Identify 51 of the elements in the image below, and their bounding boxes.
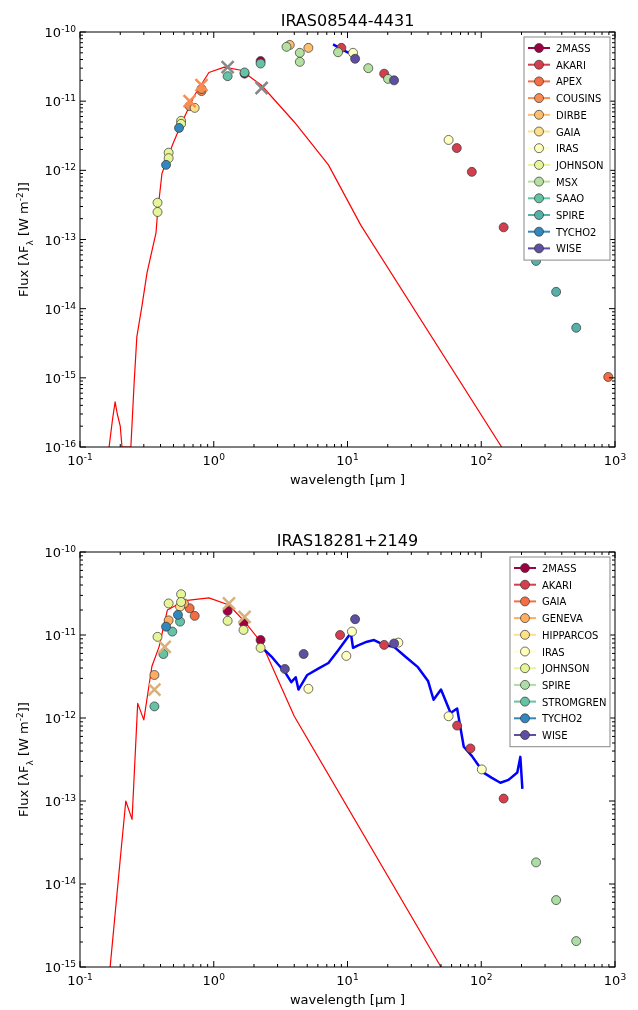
legend-label: AKARI: [542, 579, 572, 591]
legend-label: JOHNSON: [555, 159, 604, 171]
chart-title: IRAS18281+2149: [276, 531, 419, 550]
x-tick-label: 10$^{0}$: [202, 972, 226, 988]
x-tick-label: 10$^{3}$: [603, 452, 627, 468]
y-tick-label: 10$^{-13}$: [44, 793, 77, 809]
y-tick-label: 10$^{-15}$: [44, 369, 76, 386]
legend-label: WISE: [542, 730, 568, 741]
legend-label: IRAS: [556, 143, 579, 155]
y-tick-label: 10$^{-12}$: [44, 710, 76, 726]
legend-label: APEX: [556, 76, 583, 88]
x-tick-label: 10$^{0}$: [202, 452, 226, 468]
x-tick-label: 10$^{2}$: [470, 972, 493, 988]
y-tick-label: 10$^{-14}$: [44, 876, 77, 892]
legend-label: TYCHO2: [541, 713, 583, 725]
legend-label: 2MASS: [556, 43, 591, 54]
chart-title: IRAS08544-4431: [280, 11, 415, 30]
x-tick-label: 10$^{3}$: [603, 972, 627, 988]
legend-label: GAIA: [556, 126, 581, 138]
y-tick-label: 10$^{-10}$: [44, 24, 77, 40]
y-tick-label: 10$^{-15}$: [44, 959, 76, 975]
legend-label: SAAO: [556, 193, 585, 205]
legend-label: STROMGREN: [542, 696, 607, 708]
legend-label: COUSINS: [556, 93, 602, 105]
x-axis-title: wavelength [μm ]: [289, 472, 406, 487]
x-tick-label: 10$^{1}$: [336, 972, 359, 988]
y-tick-label: 10$^{-10}$: [44, 544, 77, 560]
legend-label: GENEVA: [542, 613, 584, 625]
legend-label: IRAS: [542, 646, 565, 658]
y-tick-label: 10$^{-14}$: [44, 300, 77, 317]
x-tick-label: 10$^{-1}$: [67, 452, 93, 468]
x-tick-label: 10$^{1}$: [336, 452, 359, 468]
y-tick-label: 10$^{-11}$: [44, 627, 76, 643]
legend-label: SPIRE: [556, 210, 585, 221]
legend-label: 2MASS: [542, 563, 577, 574]
x-tick-label: 10$^{-1}$: [67, 972, 93, 988]
x-tick-label: 10$^{2}$: [470, 452, 493, 468]
x-axis-title: wavelength [μm ]: [289, 992, 406, 1007]
legend-label: WISE: [556, 243, 582, 255]
legend-label: TYCHO2: [555, 226, 597, 238]
y-tick-label: 10$^{-13}$: [44, 231, 77, 248]
y-tick-label: 10$^{-12}$: [44, 162, 76, 179]
y-tick-label: 10$^{-11}$: [44, 93, 76, 110]
legend-label: DIRBE: [556, 109, 587, 121]
legend-label: JOHNSON: [541, 663, 590, 675]
legend-label: SPIRE: [542, 679, 571, 691]
y-tick-label: 10$^{-16}$: [44, 439, 77, 455]
legend-label: AKARI: [556, 59, 586, 71]
legend-label: GAIA: [542, 596, 567, 608]
legend-label: MSX: [556, 176, 578, 188]
legend-label: HIPPARCOS: [542, 629, 599, 641]
